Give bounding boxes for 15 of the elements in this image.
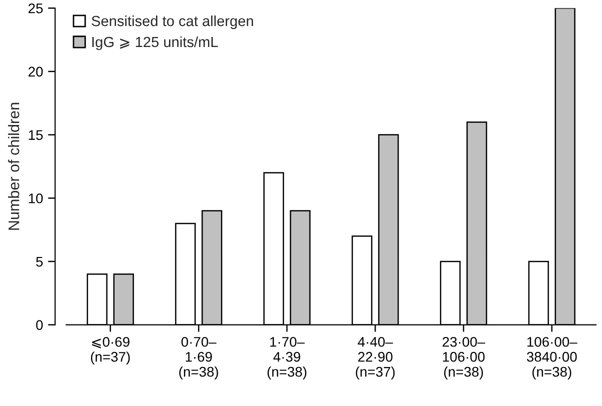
y-tick-label: 5 (36, 256, 43, 267)
x-tick-label: ⩽0·69 (n=37) (90, 336, 130, 365)
x-tick-label: 1·70– 4·39 (n=38) (268, 336, 306, 380)
y-tick-label: 15 (28, 130, 43, 140)
y-tick-label: 0 (36, 320, 43, 330)
x-tick-label: 106·00– 3840·00 (n=38) (526, 336, 578, 380)
y-tick-label: 25 (28, 3, 43, 14)
y-tick-label: 10 (28, 193, 43, 204)
x-tick-label: 23·00– 106·00 (n=38) (442, 336, 486, 380)
legend-label: IgG ⩾ 125 units/mL (92, 36, 218, 50)
x-tick-label: 4·40– 22·90 (n=37) (356, 336, 395, 380)
y-tick-label: 20 (28, 66, 43, 77)
legend-label: Sensitised to cat allergen (92, 15, 254, 30)
x-tick-label: 0·70– 1·69 (n=38) (179, 336, 218, 380)
y-axis-title: Number of children (8, 102, 20, 230)
